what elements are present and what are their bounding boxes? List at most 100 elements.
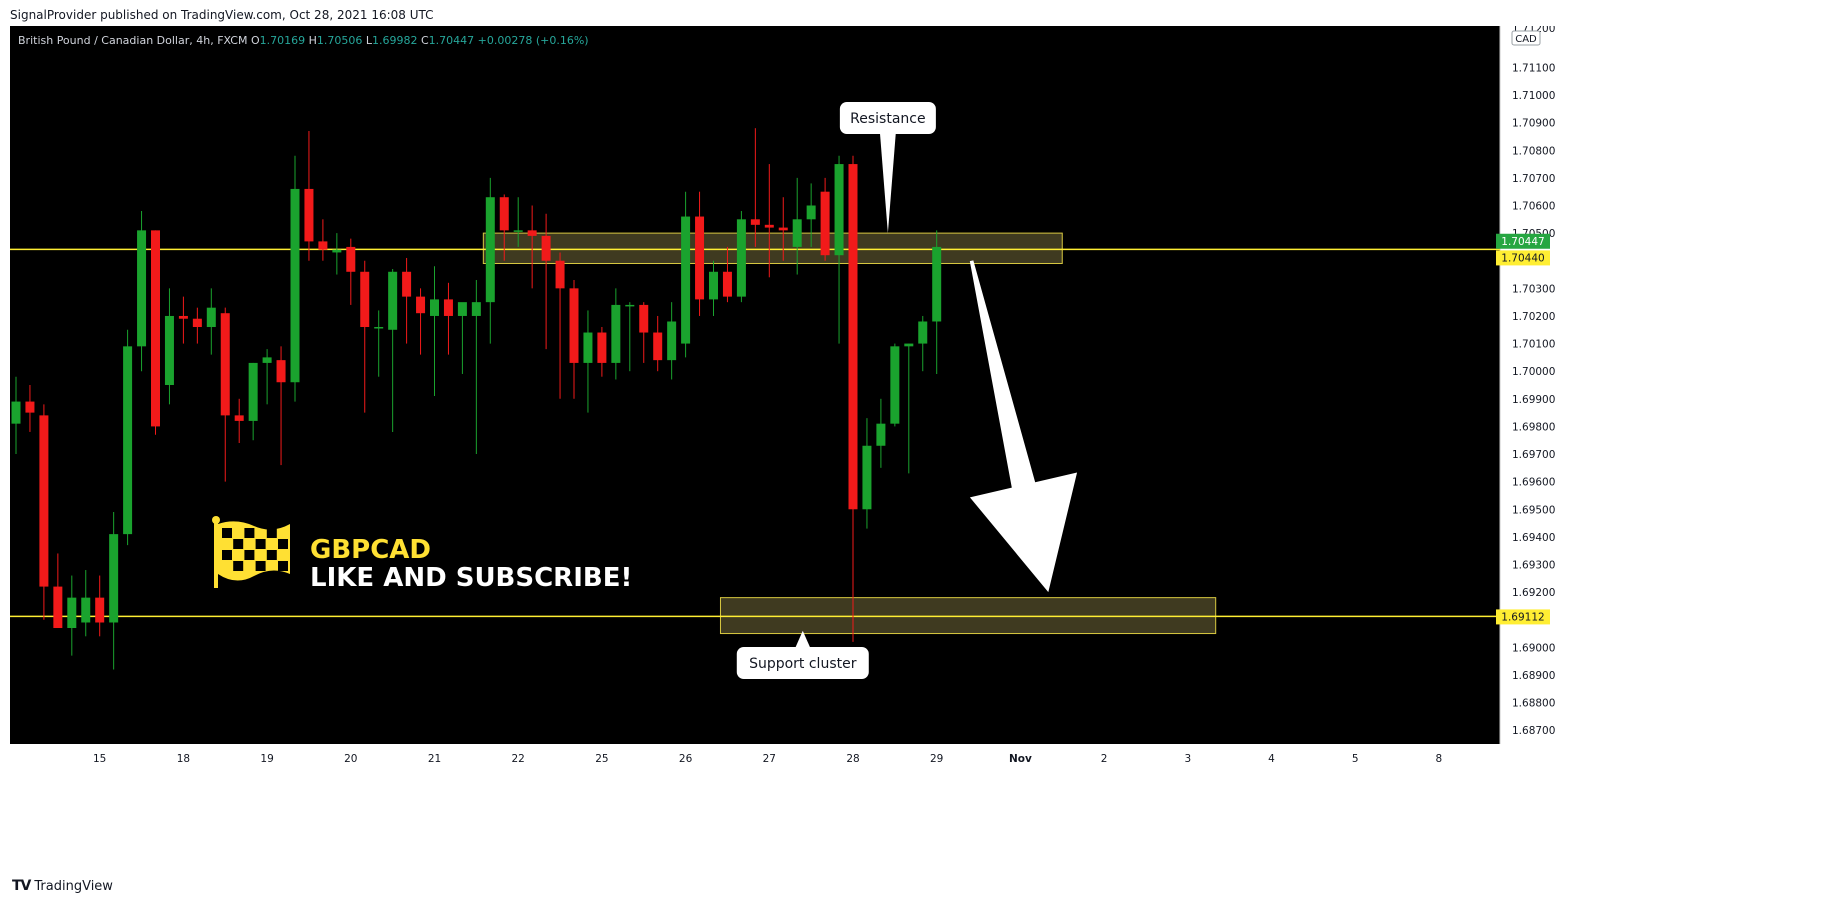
candle-body <box>876 423 886 446</box>
candle-body <box>499 197 509 231</box>
price-tick-label: 1.70600 <box>1512 201 1555 213</box>
footer-brand[interactable]: TV TradingView <box>12 878 113 894</box>
candle-body <box>290 188 300 383</box>
legend-close: 1.70447 <box>429 34 478 47</box>
publisher-line: SignalProvider published on TradingView.… <box>10 8 434 22</box>
price-tick-label: 1.69500 <box>1512 504 1555 516</box>
candle-body <box>541 235 551 261</box>
flag-checker-square <box>233 561 244 571</box>
price-tick-label: 1.68900 <box>1512 670 1555 682</box>
resistance-level-tag: 1.70440 <box>1501 252 1544 264</box>
candle-body <box>764 224 774 228</box>
candle-body <box>178 315 188 319</box>
down-arrow-icon <box>969 260 1078 593</box>
candle-body <box>457 302 467 316</box>
flag-checker-square <box>222 528 232 538</box>
resistance-callout-pointer <box>879 132 896 234</box>
candle-body <box>248 362 258 421</box>
candle-body <box>736 219 746 297</box>
candle-body <box>346 246 356 272</box>
currency-label: CAD <box>1515 34 1537 45</box>
candle-body <box>416 296 426 314</box>
candle-body <box>374 327 384 329</box>
candle-body <box>639 304 649 333</box>
candle-body <box>932 246 942 322</box>
flag-checker-square <box>278 561 288 571</box>
price-tick-label: 1.69800 <box>1512 421 1555 433</box>
candle-body <box>709 271 718 300</box>
price-tick-label: 1.69900 <box>1512 394 1555 406</box>
current-price-tag-bg <box>1496 233 1550 249</box>
candle-body <box>164 315 174 385</box>
resistance-callout-box <box>839 102 936 134</box>
candle-body <box>53 586 63 629</box>
flag-pole-knob <box>212 516 220 524</box>
time-tick-label: 28 <box>846 753 859 765</box>
time-tick-label: 21 <box>428 753 441 765</box>
price-tick-label: 1.69700 <box>1512 449 1555 461</box>
candle-body <box>304 188 314 242</box>
candle-body <box>276 360 286 383</box>
candle-body <box>597 332 607 363</box>
price-tick-label: 1.68700 <box>1512 725 1555 737</box>
candle-body <box>192 318 202 328</box>
current-price-tag: 1.70447 <box>1501 236 1544 248</box>
currency-label-box <box>1511 30 1541 46</box>
candle-body <box>262 357 272 363</box>
candle-body <box>583 332 593 363</box>
price-tick-label: 1.69000 <box>1512 642 1555 654</box>
tradingview-logo-icon: TV <box>12 878 31 894</box>
flag-checker-square <box>233 539 244 549</box>
candle-body <box>388 271 398 330</box>
price-tick-label: 1.69200 <box>1512 587 1555 599</box>
time-tick-label: 5 <box>1352 753 1359 765</box>
time-axis-background <box>10 744 1810 872</box>
legend-c-label: C <box>421 34 429 47</box>
time-tick-label: 4 <box>1268 753 1275 765</box>
resistance-callout: Resistance <box>839 102 936 234</box>
candle-body <box>611 304 621 363</box>
candle-body <box>681 216 691 344</box>
candle-body <box>750 219 760 225</box>
time-tick-label: 27 <box>763 753 776 765</box>
candle-body <box>667 321 677 361</box>
candle-body <box>25 401 35 413</box>
candle-body <box>360 271 370 328</box>
price-tick-label: 1.70200 <box>1512 311 1555 323</box>
flag-checker-square <box>255 539 266 549</box>
time-tick-label: 18 <box>177 753 190 765</box>
price-tick-label: 1.70100 <box>1512 339 1555 351</box>
time-tick-label: Nov <box>1009 753 1032 765</box>
legend-low: 1.69982 <box>372 34 421 47</box>
candle-body <box>555 260 565 289</box>
candle-body <box>206 307 216 328</box>
candle-body <box>81 597 91 623</box>
candle-body <box>402 271 412 297</box>
support-level-tag-bg <box>1496 609 1550 625</box>
candle-body <box>834 164 844 256</box>
flag-checker-square <box>266 528 277 538</box>
candle-body <box>792 219 802 247</box>
legend-open: 1.70169 <box>260 34 309 47</box>
time-tick-label: 26 <box>679 753 693 765</box>
zone-support <box>719 597 1217 635</box>
candle-body <box>862 445 872 510</box>
candle-body <box>95 597 105 623</box>
chart-panel[interactable]: Resistance Support cluster GBPCAD LIKE AND … <box>10 23 1810 876</box>
candle-body <box>778 227 788 231</box>
time-tick-label: 19 <box>260 753 273 765</box>
candle-body <box>653 332 663 361</box>
candle-body <box>513 230 523 232</box>
price-tick-label: 1.70700 <box>1512 173 1555 185</box>
time-tick-label: 25 <box>595 753 608 765</box>
price-tick-label: 1.70300 <box>1512 283 1555 295</box>
flag-checker-square <box>222 550 232 560</box>
flag-checker-square <box>278 539 288 549</box>
candle-body <box>39 415 49 587</box>
price-tick-label: 1.68800 <box>1512 698 1555 710</box>
candle-body <box>806 205 816 220</box>
price-tick-label: 1.71000 <box>1512 90 1555 102</box>
candle-body <box>569 288 579 363</box>
candle-body <box>220 313 230 416</box>
